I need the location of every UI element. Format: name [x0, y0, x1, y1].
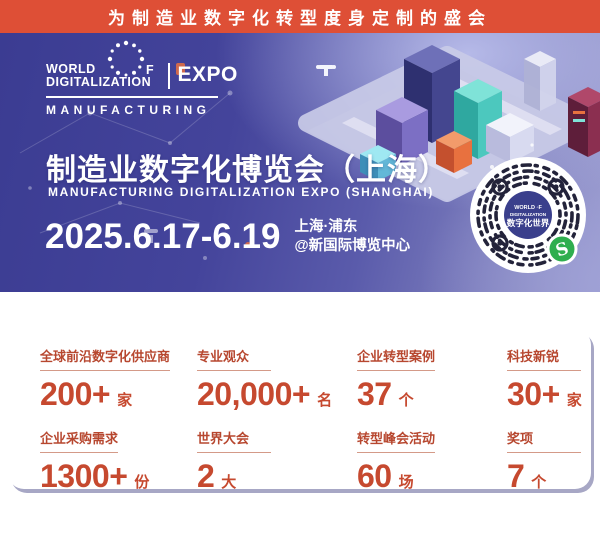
venue-hall: @新国际博览中心 [294, 238, 411, 254]
qr-center-line3: 数字化世界 [507, 218, 550, 229]
stat-procurement-demands: 企业采购需求 1300+ 份 [40, 428, 197, 495]
stat-value: 60 [357, 458, 392, 494]
qr-center-line1: WORLD ◦F [514, 205, 542, 211]
logo-expo-text: EXPO [177, 63, 238, 86]
top-banner: 为制造业数字化转型度身定制的盛会 [0, 0, 600, 33]
expo-title: 制造业数字化博览会（上海） [46, 154, 449, 187]
venue-city: 上海·浦东 [294, 219, 358, 235]
stats-grid: 全球前沿数字化供应商 200+ 家 专业观众 20,000+ 名 企业转型案例 … [8, 329, 591, 495]
expo-logo: WORLD DIGITALIZATION F EXPO MANUFACTURIN… [46, 40, 238, 117]
dotted-ring-icon [107, 40, 145, 77]
stat-unit: 家 [117, 392, 133, 409]
logo-word-digitalization: DIGITALIZATION [46, 75, 152, 89]
stat-label: 科技新锐 [507, 346, 581, 371]
svg-text:S: S [553, 239, 571, 262]
logo-rule [46, 96, 218, 98]
stat-value: 200+ [40, 376, 111, 412]
stat-tech-startups: 科技新锐 30+ 家 [507, 346, 591, 413]
stat-label: 转型峰会活动 [357, 428, 436, 453]
event-venue: 上海·浦东 @新国际博览中心 [294, 218, 410, 256]
logo-manufacturing-text: MANUFACTURING [46, 102, 211, 117]
stat-value: 20,000+ [197, 376, 311, 412]
stat-label: 奖项 [507, 428, 581, 453]
stat-unit: 份 [134, 474, 150, 491]
expo-subtitle: MANUFACTURING DIGITALIZATION EXPO (SHANG… [48, 185, 434, 199]
stat-transformation-cases: 企业转型案例 37 个 [357, 346, 507, 413]
stat-unit: 家 [566, 392, 582, 409]
qr-eye-icons [491, 178, 565, 252]
wechat-badge-icon: S [546, 233, 578, 265]
logo-of-letter: F [146, 63, 154, 77]
stat-world-congresses: 世界大会 2 大 [197, 428, 357, 495]
event-date: 2025.6.17-6.19 [45, 217, 281, 256]
stat-label: 专业观众 [197, 346, 271, 371]
stat-suppliers: 全球前沿数字化供应商 200+ 家 [40, 346, 197, 413]
stat-unit: 大 [221, 474, 237, 491]
stat-unit: 场 [398, 474, 414, 491]
stat-awards: 奖项 7 个 [507, 428, 591, 495]
banner-text: 为制造业数字化转型度身定制的盛会 [108, 9, 492, 28]
stats-card: 全球前沿数字化供应商 200+ 家 专业观众 20,000+ 名 企业转型案例 … [8, 329, 591, 494]
stat-visitors: 专业观众 20,000+ 名 [197, 346, 357, 413]
stat-unit: 名 [317, 392, 333, 409]
qr-code: WORLD ◦F DIGITALIZATION 数字化世界 S [470, 157, 586, 273]
stat-value: 2 [197, 458, 215, 494]
hero-section: WORLD DIGITALIZATION F EXPO MANUFACTURIN… [0, 33, 600, 292]
stat-value: 37 [357, 376, 392, 412]
stat-label: 世界大会 [197, 428, 271, 453]
stat-unit: 个 [531, 474, 547, 491]
stat-value: 1300+ [40, 458, 128, 494]
stat-summit-events: 转型峰会活动 60 场 [357, 428, 507, 495]
date-venue-row: 2025.6.17-6.19 上海·浦东 @新国际博览中心 [45, 217, 410, 257]
stat-value: 7 [507, 458, 525, 494]
logo-word-world: WORLD [46, 62, 96, 76]
stat-unit: 个 [398, 392, 414, 409]
logo-divider [168, 63, 170, 89]
stat-value: 30+ [507, 376, 560, 412]
stat-label: 企业转型案例 [357, 346, 436, 371]
stat-label: 企业采购需求 [40, 428, 119, 453]
qr-center-line2: DIGITALIZATION [510, 212, 547, 217]
stat-label: 全球前沿数字化供应商 [40, 346, 171, 371]
